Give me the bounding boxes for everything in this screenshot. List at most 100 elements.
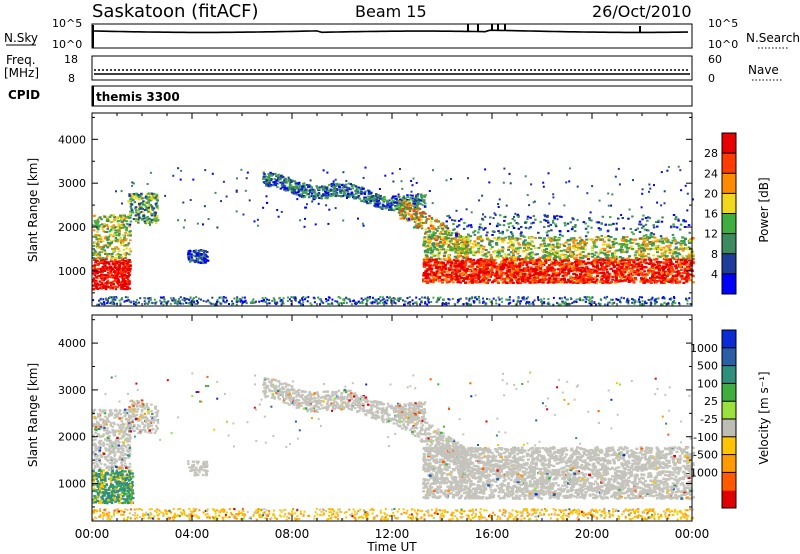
data-cell	[537, 258, 541, 261]
data-cell	[681, 249, 685, 252]
data-cell	[142, 200, 145, 203]
data-cell	[422, 200, 426, 203]
data-cell	[525, 263, 529, 266]
data-cell	[429, 280, 433, 283]
data-cell	[557, 244, 561, 247]
data-cell	[677, 263, 681, 266]
data-cell	[503, 280, 507, 283]
data-cell	[281, 176, 285, 179]
data-cell	[581, 266, 585, 269]
data-cell	[112, 260, 116, 263]
data-cell	[442, 223, 445, 226]
data-cell	[411, 198, 414, 201]
data-cell	[305, 191, 308, 194]
data-cell	[94, 260, 98, 263]
data-cell	[680, 260, 684, 263]
data-cell	[599, 251, 603, 254]
data-cell	[422, 272, 426, 275]
data-cell	[190, 258, 193, 261]
data-cell	[129, 239, 132, 242]
data-cell	[394, 195, 397, 198]
data-cell	[472, 262, 476, 265]
data-cell	[522, 235, 526, 238]
data-cell	[474, 243, 478, 246]
data-cell	[479, 223, 482, 226]
data-cell	[522, 277, 525, 280]
data-cell	[640, 272, 644, 275]
data-cell	[202, 249, 205, 252]
data-cell	[519, 232, 523, 235]
data-cell	[516, 247, 520, 250]
data-cell	[426, 261, 430, 264]
data-cell	[543, 218, 546, 221]
data-cell	[556, 274, 560, 277]
data-cell	[117, 280, 120, 283]
data-cell	[331, 194, 335, 197]
data-cell	[146, 196, 149, 199]
data-cell	[96, 242, 99, 245]
data-cell	[618, 256, 622, 258]
data-cell	[508, 269, 511, 272]
data-cell	[509, 237, 513, 240]
data-cell	[571, 240, 575, 243]
data-cell	[435, 218, 438, 221]
data-cell	[94, 282, 97, 285]
data-cell	[121, 280, 124, 283]
data-cell	[583, 240, 586, 243]
data-cell	[423, 221, 426, 224]
data-cell	[425, 254, 429, 257]
data-cell	[342, 192, 346, 195]
data-cell	[487, 278, 491, 282]
data-cell	[384, 207, 387, 210]
data-cell	[642, 234, 646, 237]
data-cell	[314, 194, 317, 197]
data-cell	[507, 248, 510, 251]
data-cell	[671, 257, 675, 259]
data-cell	[508, 262, 512, 265]
data-cell	[665, 240, 669, 243]
data-cell	[426, 230, 430, 233]
data-cell	[544, 261, 548, 264]
data-cell	[489, 275, 492, 278]
data-cell	[584, 227, 588, 230]
data-cell	[436, 248, 440, 251]
data-cell	[489, 216, 492, 219]
data-cell	[495, 225, 499, 228]
data-cell	[648, 262, 651, 265]
data-cell	[302, 191, 306, 194]
data-cell	[369, 196, 372, 199]
data-cell	[654, 240, 658, 243]
data-cell	[678, 274, 682, 277]
data-cell	[465, 269, 469, 272]
data-cell	[202, 261, 205, 264]
data-cell	[360, 190, 363, 193]
data-cell	[116, 254, 119, 257]
data-cell	[607, 272, 611, 275]
data-cell	[371, 197, 374, 200]
data-cell	[643, 228, 647, 231]
data-cell	[634, 229, 638, 231]
data-cell	[623, 264, 627, 267]
data-cell	[605, 268, 609, 271]
data-cell	[129, 220, 133, 223]
data-cell	[511, 281, 515, 284]
data-cell	[94, 257, 97, 260]
data-cell	[661, 216, 664, 219]
data-cell	[626, 278, 629, 281]
data-cell	[390, 202, 393, 205]
data-cell	[138, 212, 141, 215]
data-cell	[471, 276, 475, 279]
data-cell	[369, 193, 372, 196]
data-cell	[542, 244, 546, 247]
data-cell	[435, 271, 439, 275]
data-cell	[656, 238, 660, 241]
data-cell	[122, 263, 125, 266]
data-cell	[678, 281, 681, 284]
data-cell	[645, 243, 649, 246]
data-cell	[154, 204, 158, 207]
data-cell	[102, 279, 106, 282]
data-cell	[543, 237, 546, 240]
data-cell	[388, 208, 391, 211]
data-cell	[477, 251, 481, 254]
data-cell	[675, 255, 679, 258]
